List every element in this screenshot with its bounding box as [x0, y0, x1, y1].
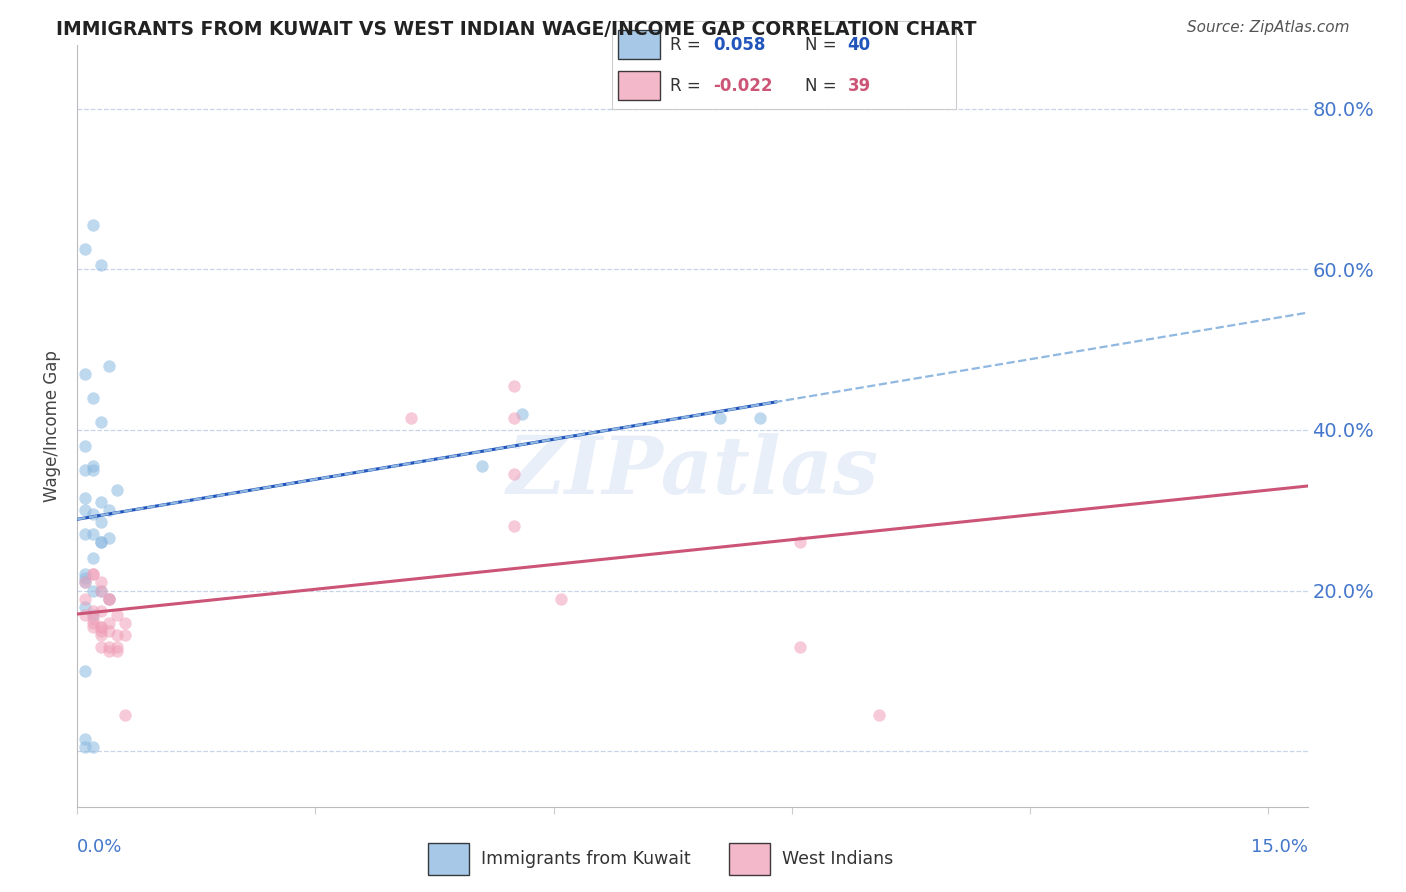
Point [98, 591, 121, 606]
Point [90, 415, 112, 429]
Point [82, 459, 104, 474]
Point [75, 491, 97, 505]
Text: IMMIGRANTS FROM KUWAIT VS WEST INDIAN WAGE/INCOME GAP CORRELATION CHART: IMMIGRANTS FROM KUWAIT VS WEST INDIAN WA… [56, 20, 977, 38]
Point [75, 575, 97, 590]
Point [105, 628, 128, 642]
Point [105, 644, 128, 658]
Point [90, 624, 112, 638]
Point [98, 503, 121, 517]
Point [75, 367, 97, 381]
Point [90, 619, 112, 633]
Point [90, 535, 112, 549]
Point [98, 640, 121, 654]
Point [75, 439, 97, 453]
Point [90, 583, 112, 598]
Point [748, 410, 770, 425]
Point [90, 640, 112, 654]
Point [75, 591, 97, 606]
Point [789, 535, 811, 549]
Text: 15.0%: 15.0% [1250, 838, 1308, 856]
Text: 40: 40 [848, 36, 870, 54]
Point [550, 591, 572, 606]
Text: Source: ZipAtlas.com: Source: ZipAtlas.com [1187, 20, 1350, 35]
Point [789, 640, 811, 654]
Text: West Indians: West Indians [782, 850, 893, 868]
Point [98, 591, 121, 606]
Point [82, 527, 104, 541]
Point [90, 535, 112, 549]
Point [75, 575, 97, 590]
Point [502, 378, 524, 392]
Point [502, 410, 524, 425]
Point [75, 567, 97, 582]
Point [82, 567, 104, 582]
Point [82, 463, 104, 477]
Point [82, 612, 104, 626]
Point [709, 410, 731, 425]
Text: R =: R = [671, 77, 706, 95]
Point [82, 619, 104, 633]
Point [114, 628, 136, 642]
FancyBboxPatch shape [728, 844, 770, 874]
Point [75, 242, 97, 257]
Point [399, 410, 422, 425]
Text: -0.022: -0.022 [713, 77, 773, 95]
Text: N =: N = [804, 36, 841, 54]
Point [82, 507, 104, 521]
Point [82, 391, 104, 405]
Point [471, 459, 494, 474]
Point [82, 603, 104, 617]
Point [75, 527, 97, 541]
Point [75, 607, 97, 622]
Point [90, 628, 112, 642]
Text: R =: R = [671, 36, 706, 54]
FancyBboxPatch shape [619, 30, 659, 59]
Text: 0.058: 0.058 [713, 36, 766, 54]
Point [98, 644, 121, 658]
Point [82, 567, 104, 582]
Point [75, 571, 97, 585]
FancyBboxPatch shape [619, 71, 659, 100]
Point [502, 519, 524, 533]
Point [90, 575, 112, 590]
Point [75, 463, 97, 477]
Point [510, 407, 533, 421]
Point [75, 664, 97, 678]
Point [82, 219, 104, 233]
Point [114, 708, 136, 723]
Point [82, 740, 104, 755]
Point [90, 583, 112, 598]
Text: 39: 39 [848, 77, 870, 95]
Point [114, 615, 136, 630]
Point [868, 708, 890, 723]
Point [90, 259, 112, 273]
Point [105, 640, 128, 654]
Point [90, 495, 112, 509]
Point [105, 483, 128, 498]
Text: Immigrants from Kuwait: Immigrants from Kuwait [481, 850, 690, 868]
Point [90, 603, 112, 617]
Point [75, 599, 97, 614]
Point [98, 591, 121, 606]
Point [90, 516, 112, 530]
Point [82, 615, 104, 630]
FancyBboxPatch shape [427, 844, 470, 874]
Point [82, 583, 104, 598]
Text: N =: N = [804, 77, 841, 95]
Point [98, 359, 121, 373]
Point [75, 731, 97, 746]
Point [98, 532, 121, 546]
Y-axis label: Wage/Income Gap: Wage/Income Gap [44, 350, 62, 502]
Point [82, 607, 104, 622]
Point [82, 551, 104, 566]
Point [98, 615, 121, 630]
Point [98, 624, 121, 638]
Point [502, 467, 524, 482]
Point [90, 619, 112, 633]
Point [75, 503, 97, 517]
Text: ZIPatlas: ZIPatlas [506, 433, 879, 510]
Point [105, 607, 128, 622]
Text: 0.0%: 0.0% [77, 838, 122, 856]
Point [75, 740, 97, 755]
